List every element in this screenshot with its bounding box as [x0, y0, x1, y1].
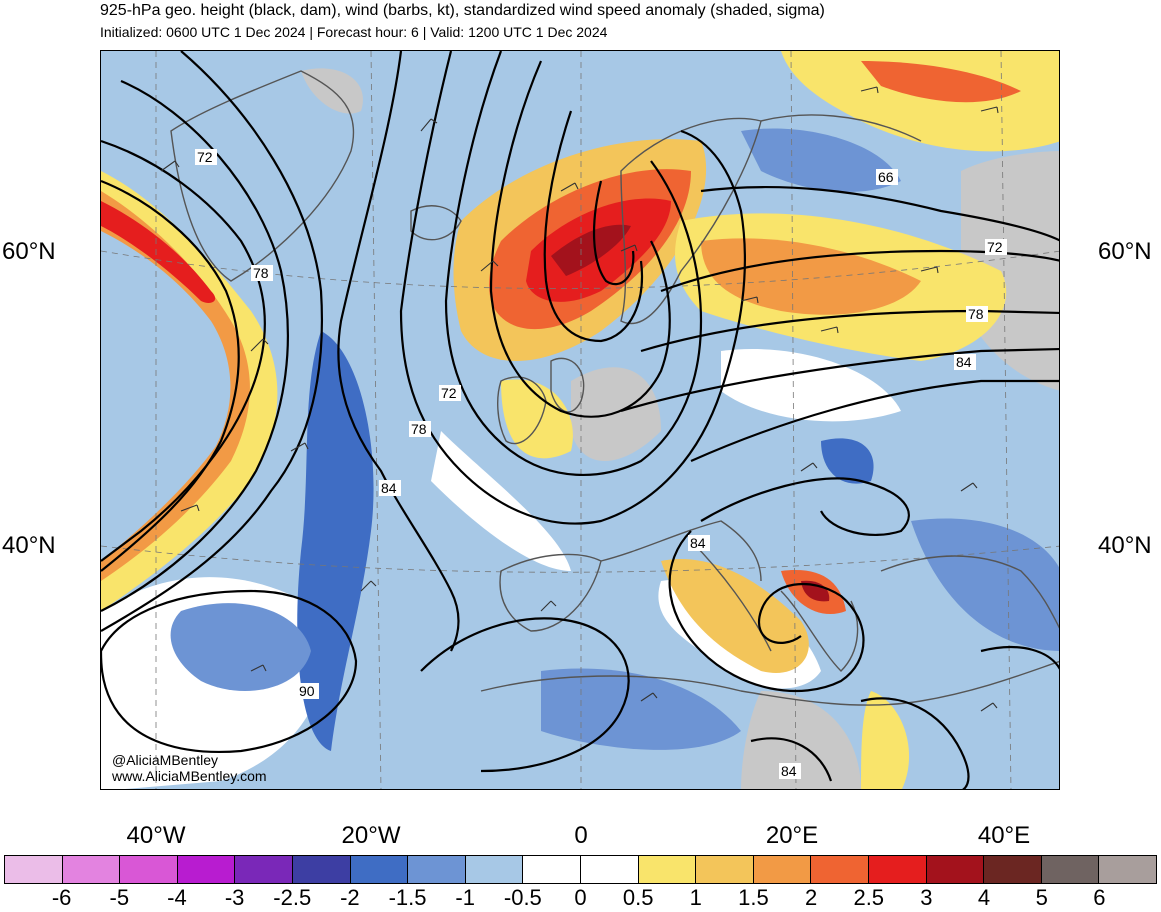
map-canvas: 72 78 72 78 84 84 90 66 72 78 84 84	[101, 51, 1059, 789]
shading-negative	[170, 603, 311, 691]
lon-label-40e: 40°E	[977, 822, 1031, 849]
shading-positive	[701, 238, 921, 315]
colorbar-tick-label: -3	[224, 885, 245, 910]
colorbar	[4, 855, 1157, 884]
contour-label: 84	[781, 763, 797, 779]
shading-negative	[741, 128, 901, 192]
contour-label: 72	[197, 149, 213, 165]
colorbar-cell	[580, 856, 639, 883]
colorbar-cell	[811, 856, 869, 883]
colorbar-cell	[120, 856, 178, 883]
contour-label: 78	[253, 265, 269, 281]
colorbar-cell	[696, 856, 754, 883]
colorbar-cell	[753, 856, 812, 883]
contour-label: 78	[411, 421, 427, 437]
colorbar-cell	[984, 856, 1042, 883]
wind-barbs	[160, 86, 999, 712]
coastlines	[170, 70, 1059, 706]
contour-label: 84	[690, 535, 706, 551]
map-panel[interactable]: 72 78 72 78 84 84 90 66 72 78 84 84	[100, 50, 1060, 790]
shading-land	[571, 367, 661, 461]
lat-label-40n: 40°N	[2, 532, 56, 559]
shading-negative	[911, 518, 1059, 651]
colorbar-tick-label: 2.5	[853, 885, 885, 910]
credit-url[interactable]: www.AliciaMBentley.com	[112, 768, 267, 784]
colorbar-cell	[926, 856, 985, 883]
contour-label: 90	[299, 683, 315, 699]
lat-label-60n: 60°N	[2, 238, 56, 265]
colorbar-tick-label: 1	[689, 885, 702, 910]
colorbar-tick-label: 3	[920, 885, 933, 910]
shading-positive	[861, 61, 1021, 103]
colorbar-cell	[868, 856, 927, 883]
colorbar-cell	[5, 856, 63, 883]
colorbar-tick-label: 0	[574, 885, 587, 910]
chart-title: 925-hPa geo. height (black, dam), wind (…	[100, 2, 825, 19]
contour-label: 72	[987, 239, 1003, 255]
colorbar-tick-label: 0.5	[622, 885, 654, 910]
contour-label: 84	[956, 354, 972, 370]
colorbar-cell	[465, 856, 524, 883]
colorbar-cell	[408, 856, 466, 883]
graticule	[101, 51, 1059, 789]
colorbar-tick-label: 2	[804, 885, 818, 910]
shading-positive	[501, 379, 573, 459]
colorbar-tick-label: 5	[1035, 885, 1048, 910]
contour-label: 66	[878, 169, 894, 185]
colorbar-tick-label: 6	[1093, 885, 1106, 910]
colorbar-cell	[177, 856, 236, 883]
shading-negative	[821, 438, 874, 484]
colorbar-cell	[638, 856, 697, 883]
credit-handle: @AliciaMBentley	[112, 752, 219, 768]
colorbar-tick-label: -0.5	[503, 885, 542, 910]
colorbar-cell	[1099, 856, 1156, 883]
shading-negative	[541, 668, 741, 750]
colorbar-cell	[62, 856, 121, 883]
chart-subtitle: Initialized: 0600 UTC 1 Dec 2024 | Forec…	[100, 24, 608, 40]
shading-positive	[861, 691, 909, 789]
contour-label: 84	[381, 480, 397, 496]
colorbar-tick-label: -1.5	[388, 885, 427, 910]
colorbar-tick-label: -6	[51, 885, 72, 910]
shading-neutral	[431, 431, 571, 571]
shading-positive	[101, 201, 216, 303]
lat-label-60n-right: 60°N	[1098, 238, 1152, 265]
colorbar-cell	[350, 856, 409, 883]
shading-positive	[101, 171, 278, 611]
shading-positive	[101, 191, 250, 581]
shading-positive	[781, 51, 1059, 152]
lon-label-20w: 20°W	[341, 822, 401, 849]
colorbar-tick-label: 1.5	[738, 885, 769, 910]
colorbar-tick-label: -1	[455, 885, 475, 910]
shading-positive	[661, 559, 809, 673]
colorbar-tick-label: 4	[977, 885, 991, 910]
shading-positive	[551, 224, 631, 276]
lon-label-20e: 20°E	[765, 822, 819, 849]
colorbar-tick-label: -5	[109, 885, 130, 910]
colorbar-tick-label: -2	[340, 885, 360, 910]
colorbar-cell	[523, 856, 581, 883]
contour-label: 72	[441, 385, 457, 401]
shading-negative	[297, 331, 374, 751]
lon-label-40w: 40°W	[126, 822, 186, 849]
lat-label-40n-right: 40°N	[1098, 532, 1152, 559]
colorbar-cell	[235, 856, 293, 883]
colorbar-cell	[1041, 856, 1100, 883]
colorbar-cell	[292, 856, 351, 883]
colorbar-tick-label: -4	[167, 885, 187, 910]
shading-land	[741, 691, 861, 789]
lon-label-0: 0	[574, 822, 588, 849]
colorbar-tick-label: -2.5	[273, 885, 312, 910]
contour-label: 78	[968, 306, 984, 322]
contour-label-group: 72 78 72 78 84 84 90 66 72 78 84 84	[195, 149, 1007, 779]
